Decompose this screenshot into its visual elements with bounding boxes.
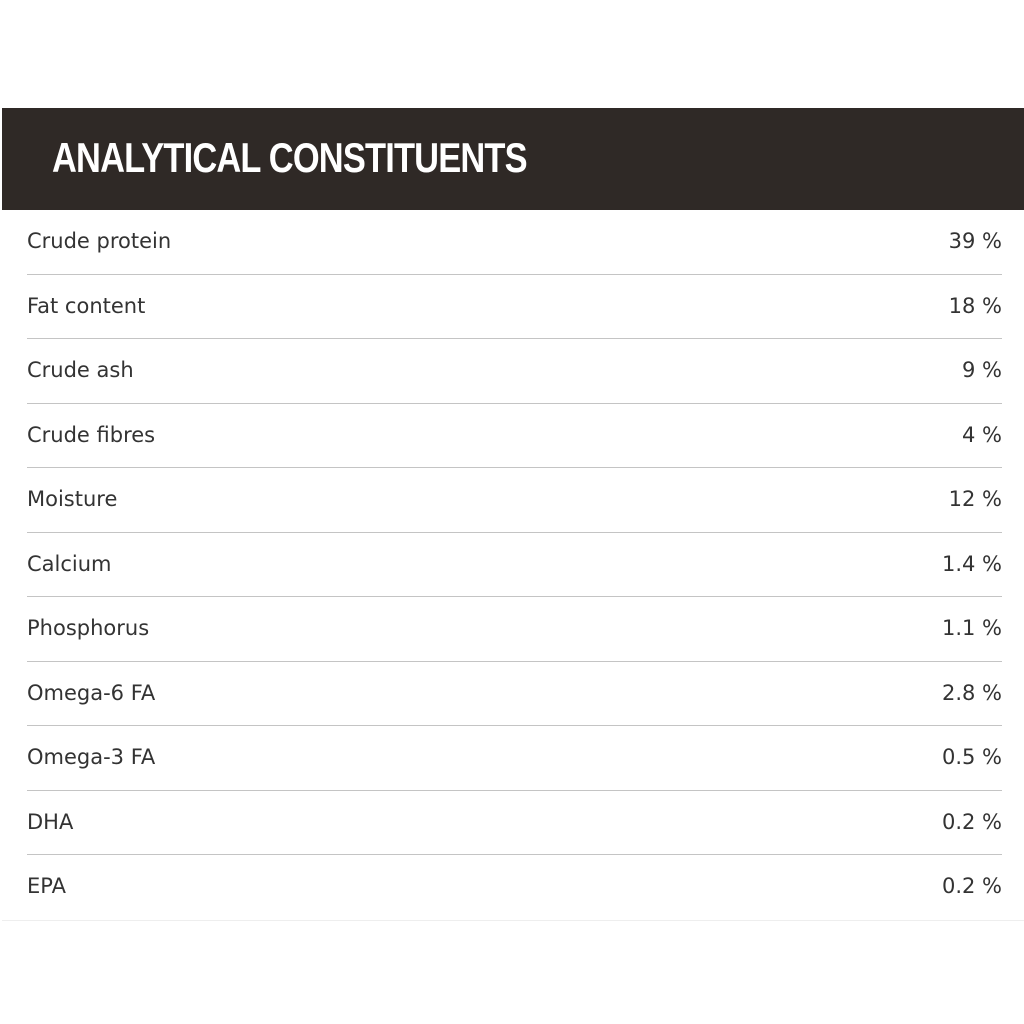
table-row: DHA 0.2 % xyxy=(27,791,1002,855)
header-bar: ANALYTICAL CONSTITUENTS xyxy=(2,108,1024,210)
constituent-name: Fat content xyxy=(27,293,146,318)
title: ANALYTICAL CONSTITUENTS xyxy=(52,134,528,181)
table-row: Omega-6 FA 2.8 % xyxy=(27,662,1002,726)
table-row: EPA 0.2 % xyxy=(27,855,1002,920)
constituent-value: 2.8 % xyxy=(941,680,1002,705)
constituent-name: Moisture xyxy=(27,487,118,511)
constituent-name: Crude fibres xyxy=(27,422,156,447)
constituent-value: 1.4 % xyxy=(941,551,1002,576)
constituent-value: 0.2 % xyxy=(941,809,1002,834)
constituent-value: 0.2 % xyxy=(941,874,1002,898)
table-row: Crude ash 9 % xyxy=(27,339,1002,404)
constituents-panel: ANALYTICAL CONSTITUENTS Crude protein 39 … xyxy=(2,108,1024,921)
constituent-value: 18 % xyxy=(948,293,1002,318)
table-row: Crude fibres 4 % xyxy=(27,404,1002,468)
constituent-name: Crude ash xyxy=(27,358,134,382)
constituent-name: DHA xyxy=(27,809,74,834)
constituent-value: 9 % xyxy=(962,358,1002,382)
constituent-name: EPA xyxy=(27,874,66,898)
constituent-name: Crude protein xyxy=(27,229,172,253)
constituent-name: Phosphorus xyxy=(27,616,150,640)
table-row: Calcium 1.4 % xyxy=(27,533,1002,597)
table-row: Crude protein 39 % xyxy=(27,210,1002,275)
constituent-value: 1.1 % xyxy=(941,616,1002,640)
table-row: Moisture 12 % xyxy=(27,468,1002,533)
table-row: Omega-3 FA 0.5 % xyxy=(27,726,1002,791)
constituent-value: 0.5 % xyxy=(941,745,1002,769)
table-row: Fat content 18 % xyxy=(27,275,1002,339)
constituent-value: 39 % xyxy=(948,229,1002,253)
constituent-name: Omega-6 FA xyxy=(27,680,156,705)
constituent-value: 12 % xyxy=(948,487,1002,511)
table-row: Phosphorus 1.1 % xyxy=(27,597,1002,662)
constituent-name: Calcium xyxy=(27,551,112,576)
constituent-name: Omega-3 FA xyxy=(27,745,156,769)
constituent-value: 4 % xyxy=(962,422,1002,447)
